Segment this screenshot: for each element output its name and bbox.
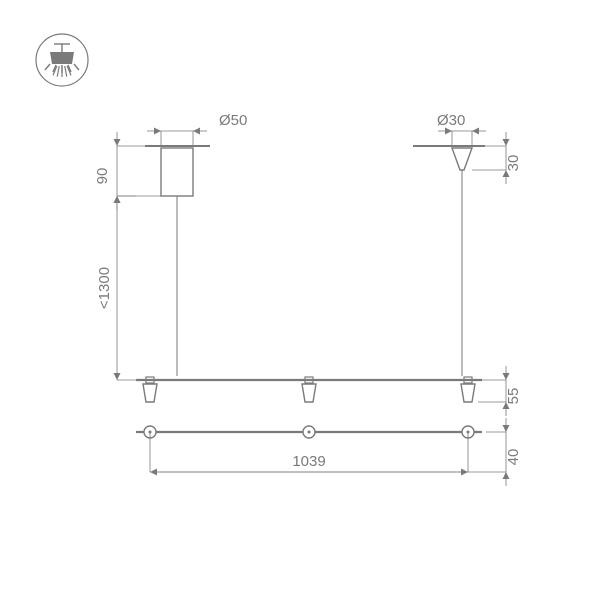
svg-text:<1300: <1300 — [96, 267, 113, 309]
svg-text:1039: 1039 — [292, 453, 325, 470]
svg-text:Ø50: Ø50 — [219, 112, 247, 129]
svg-text:40: 40 — [505, 449, 522, 466]
svg-text:30: 30 — [505, 155, 522, 172]
svg-text:Ø30: Ø30 — [437, 112, 465, 129]
svg-text:55: 55 — [505, 388, 522, 405]
svg-text:90: 90 — [94, 168, 111, 185]
